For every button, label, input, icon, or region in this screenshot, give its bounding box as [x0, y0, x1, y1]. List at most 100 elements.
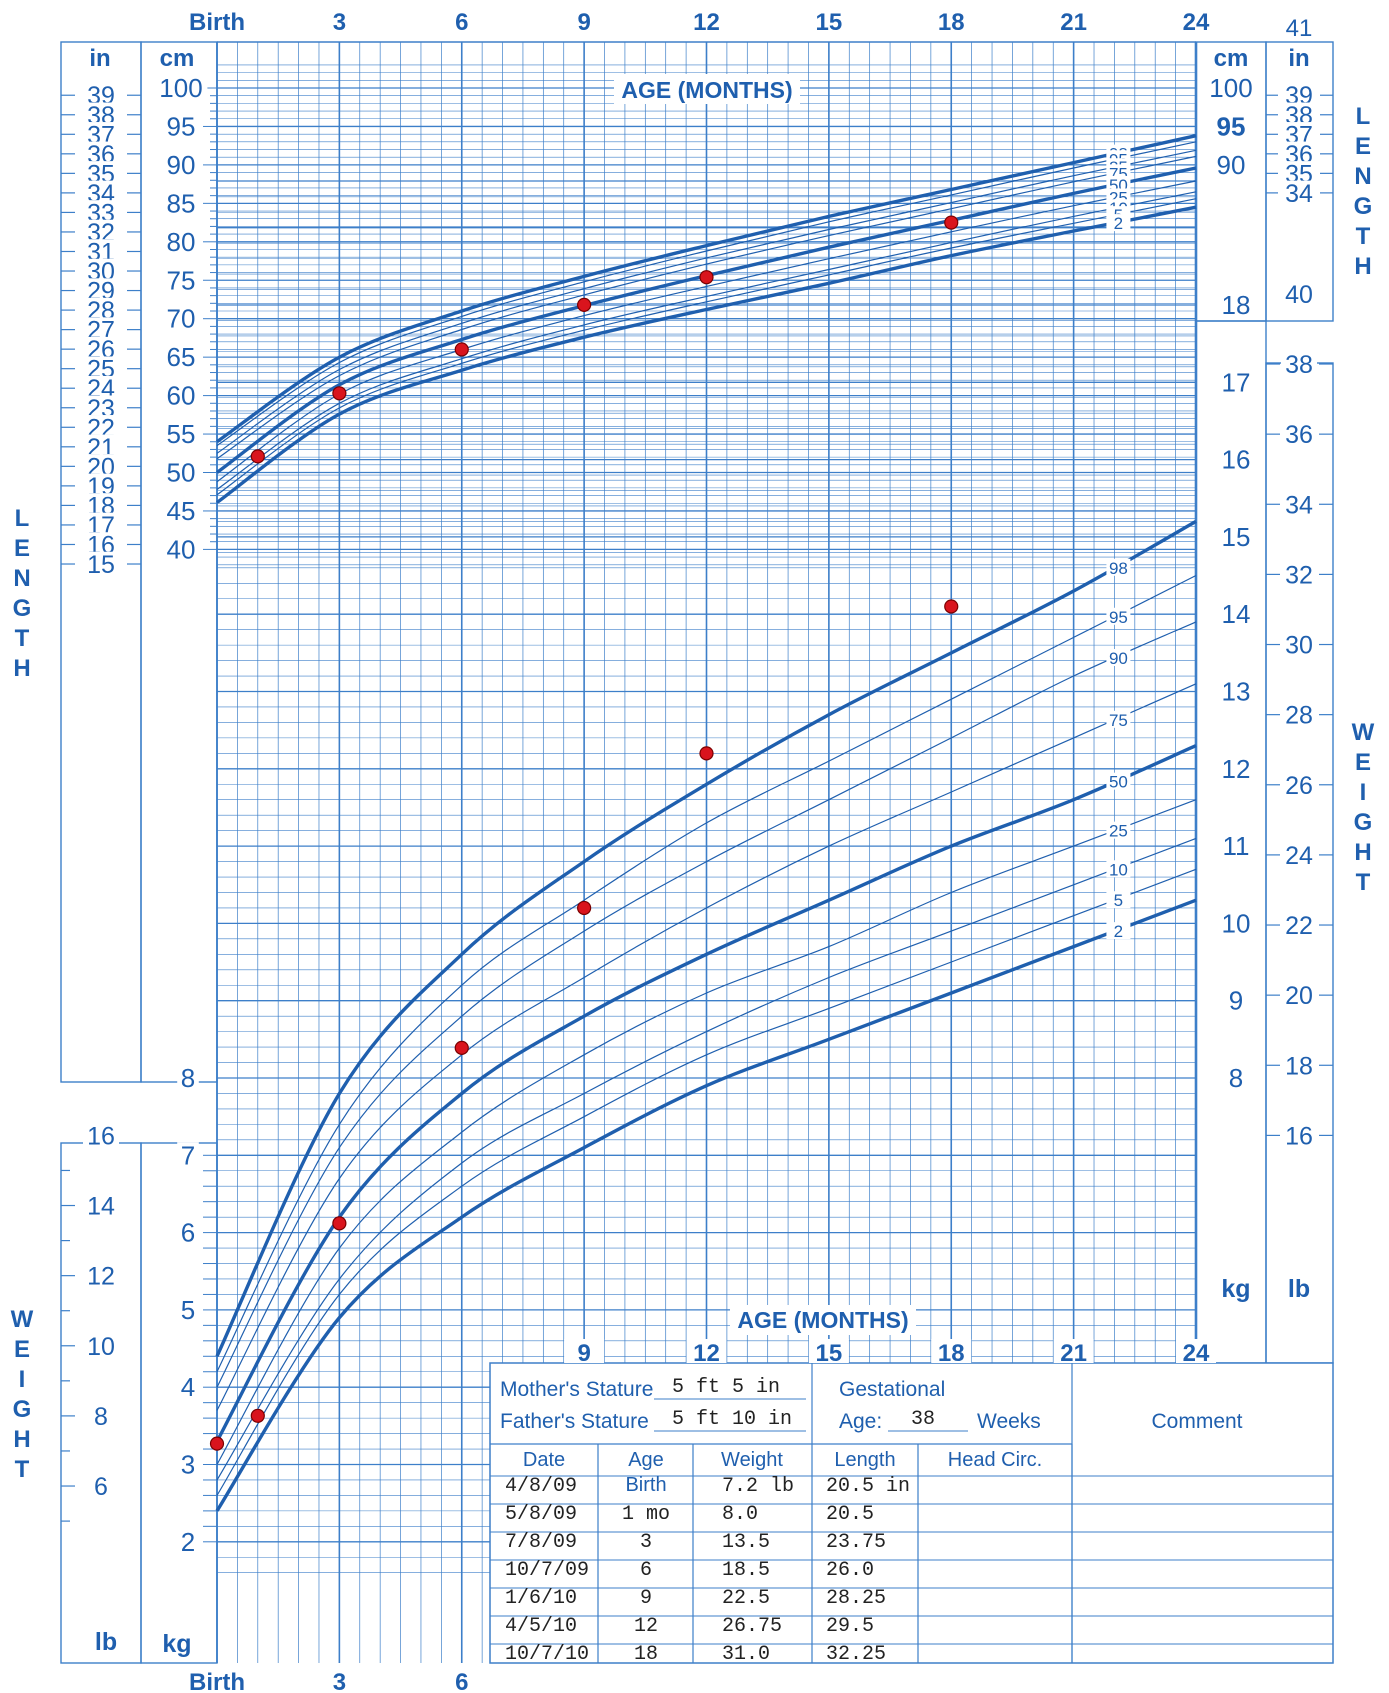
cm-unit-left: cm	[160, 45, 195, 72]
weight-percentile-label-98: 98	[1109, 559, 1128, 578]
weight-axis-title-right: H	[1354, 839, 1371, 866]
record-cell: 5/8/09	[505, 1503, 577, 1526]
record-cell: 20.5	[826, 1503, 874, 1526]
record-box: Mother's Stature 5 ft 5 in Father's Statur…	[489, 1362, 1334, 1666]
record-cell: 13.5	[722, 1531, 770, 1554]
record-cell: 12	[634, 1615, 658, 1638]
weight-percentile-label-5: 5	[1114, 891, 1123, 910]
lb-tick-label-right: 30	[1285, 632, 1313, 660]
length-percentile-2	[216, 205, 1197, 504]
kg-tick-label-right: 17	[1222, 367, 1251, 397]
label-bg	[1281, 1123, 1317, 1149]
lb-tick-label: 16	[87, 1122, 115, 1150]
weight-point	[209, 1436, 225, 1451]
cm-unit-right: cm	[1214, 45, 1249, 72]
in-unit-left: in	[89, 45, 110, 72]
length-axis-title-right: T	[1356, 223, 1371, 250]
kg-tick-label: 3	[181, 1450, 195, 1480]
lb-tick-label-right: 26	[1285, 772, 1313, 800]
record-cell: 10/7/10	[505, 1643, 589, 1666]
weight-axis-title-left: I	[19, 1366, 26, 1393]
label-bg	[90, 1403, 112, 1429]
length-percentile-98	[216, 134, 1197, 444]
percentile-label-bg	[1106, 891, 1131, 909]
label-bg	[1281, 702, 1317, 728]
cm-tick-label: 65	[167, 342, 196, 372]
weight-axis-title-right: T	[1356, 869, 1371, 896]
lb-unit-right: lb	[1288, 1275, 1310, 1303]
label-bg	[1281, 421, 1317, 447]
length-axis-title-left: T	[15, 625, 30, 652]
record-cell: 1/6/10	[505, 1587, 577, 1610]
age-top-label: 15	[816, 9, 843, 36]
label-bg	[1225, 1064, 1247, 1091]
lb-tick-label: 14	[87, 1193, 115, 1221]
age-mid-label: 15	[816, 1340, 843, 1367]
weight-axis-title-right: W	[1352, 719, 1375, 746]
percentile-label-bg	[1106, 649, 1131, 667]
label-bg	[88, 1628, 124, 1654]
kg-tick-label: 5	[181, 1295, 195, 1325]
record-header: Age	[628, 1449, 664, 1471]
label-bg	[1281, 982, 1317, 1008]
gestational-age-label: Age:	[839, 1410, 882, 1433]
cm-tick-label: 40	[167, 534, 196, 564]
weight-point	[944, 599, 959, 614]
record-cell: 20.5 in	[826, 1475, 910, 1498]
cm-tick-label: 45	[167, 496, 196, 526]
record-cell: 9	[640, 1587, 652, 1610]
kg-tick-label: 8	[181, 1063, 195, 1093]
cm-tick-label: 90	[167, 150, 196, 180]
percentile-label-bg	[1106, 607, 1131, 625]
lb-tick-label-right: 28	[1285, 702, 1313, 730]
label-bg	[90, 1473, 112, 1499]
record-cell: 4/5/10	[505, 1615, 577, 1638]
weight-percentile-2	[215, 898, 1197, 1512]
age-label-bg	[564, 1339, 605, 1363]
weight-percentile-10	[216, 837, 1197, 1481]
weight-axis-title-left: T	[15, 1456, 30, 1483]
record-header: Weight	[721, 1449, 783, 1471]
kg-tick-label-right: 9	[1229, 986, 1243, 1016]
lb-unit-left: lb	[95, 1628, 117, 1656]
kg-tick-label-right: 13	[1222, 677, 1251, 707]
weight-axis-title-right: G	[1354, 809, 1373, 836]
length-axis-title-left: G	[13, 595, 32, 622]
age-mid-label: 18	[938, 1340, 965, 1367]
percentile-label-bg	[1106, 821, 1131, 839]
label-bg	[162, 267, 200, 294]
percentile-label-bg	[1106, 860, 1131, 878]
title-bg	[730, 1305, 916, 1335]
in-unit-right: in	[1288, 45, 1309, 72]
label-bg	[1281, 912, 1317, 938]
cm-tick-label: 95	[167, 111, 196, 141]
cm-tick-label: 50	[167, 458, 196, 488]
lb-tick-label-right: 38	[1285, 351, 1313, 379]
label-bg	[1281, 562, 1317, 588]
length-percentile-label-2: 2	[1114, 214, 1123, 233]
record-cell: 32.25	[826, 1643, 886, 1666]
kg-tick-label-right: 14	[1222, 599, 1251, 629]
length-percentile-5	[216, 198, 1197, 496]
label-bg	[159, 1630, 195, 1656]
lb-tick-label-right: 18	[1285, 1052, 1313, 1080]
age-label-bg	[1053, 1339, 1094, 1363]
lb-tick-label: 8	[94, 1403, 108, 1431]
label-bg	[1212, 151, 1250, 178]
length-axis-title-left: N	[13, 565, 30, 592]
label-bg	[1217, 446, 1255, 473]
kg-tick-label-right: 15	[1222, 522, 1251, 552]
label-bg	[1281, 180, 1317, 206]
age-top-label: 9	[577, 9, 590, 36]
fathers-stature-label: Father's Stature	[500, 1410, 649, 1433]
cm-tick-label-right: 100	[1209, 73, 1252, 103]
kg-tick-label-right: 18	[1222, 290, 1251, 320]
label-bg	[1281, 492, 1317, 518]
label-bg	[162, 305, 200, 332]
weight-percentile-label-90: 90	[1109, 649, 1128, 668]
age-label-bg	[808, 1339, 849, 1363]
label-bg	[159, 45, 195, 70]
label-bg	[1281, 45, 1317, 70]
weight-point	[454, 1040, 469, 1055]
